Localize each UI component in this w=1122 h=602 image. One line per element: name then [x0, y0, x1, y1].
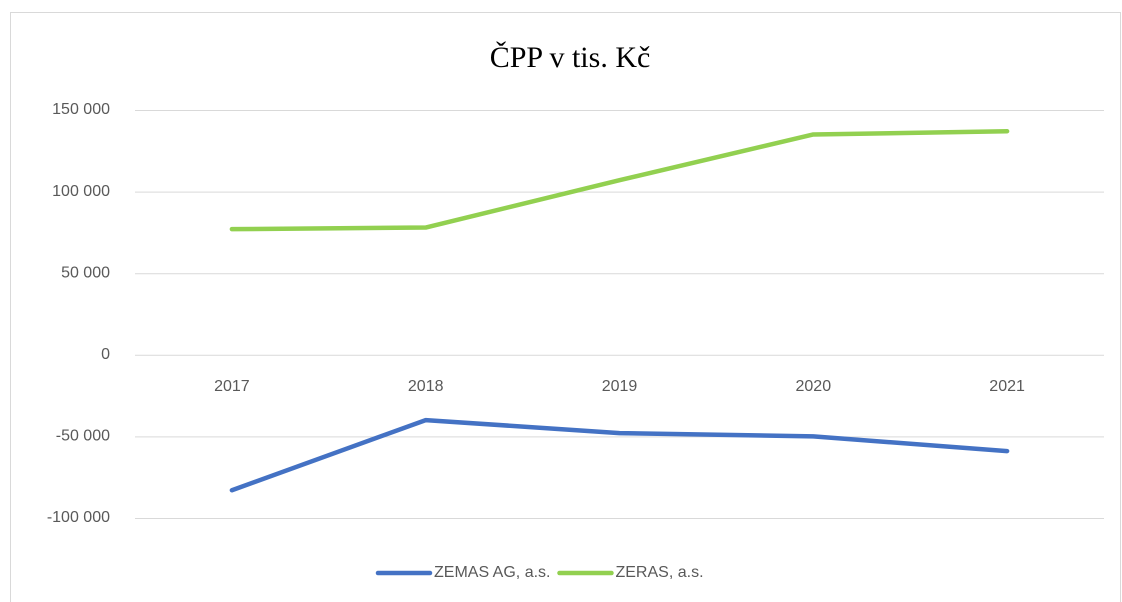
x-tick-label: 2018 — [408, 378, 444, 395]
y-tick-label: -50 000 — [56, 428, 110, 445]
x-tick-label: 2017 — [214, 378, 250, 395]
series-line — [229, 128, 1010, 232]
chart-title: ČPP v tis. Kč — [490, 41, 651, 74]
series-line — [229, 417, 1010, 493]
legend-label: ZERAS, a.s. — [615, 564, 703, 581]
x-tick-label: 2019 — [602, 378, 638, 395]
y-tick-label: -100 000 — [47, 509, 110, 526]
y-tick-label: 150 000 — [52, 101, 110, 118]
chart-frame — [10, 12, 1121, 602]
y-tick-label: 100 000 — [52, 183, 110, 200]
x-tick-label: 2020 — [796, 378, 832, 395]
y-tick-label: 50 000 — [61, 264, 110, 281]
legend-label: ZEMAS AG, a.s. — [434, 564, 550, 581]
y-tick-label: 0 — [101, 346, 110, 363]
x-tick-label: 2021 — [989, 378, 1025, 395]
